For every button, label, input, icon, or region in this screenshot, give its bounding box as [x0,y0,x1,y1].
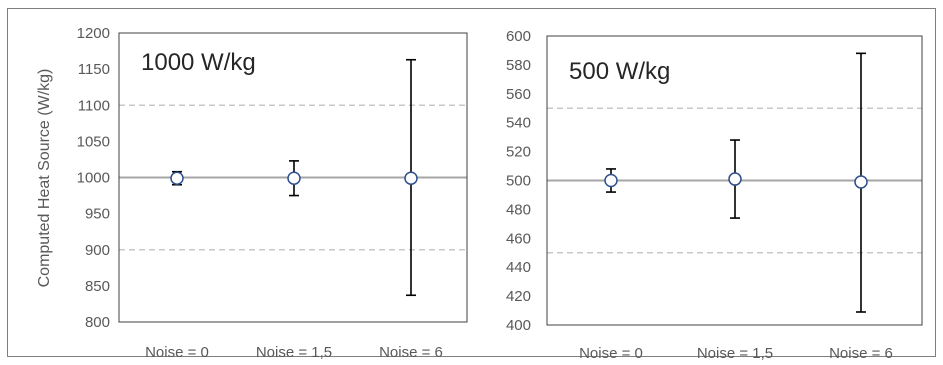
y-tick-label: 1000 [77,170,110,187]
y-tick-label: 1200 [77,25,110,42]
y-tick-label: 400 [506,317,531,334]
y-tick-label: 500 [506,173,531,190]
x-tick-label: Noise = 0 [145,344,209,361]
x-tick-label: Noise = 6 [379,344,443,361]
y-tick-label: 1100 [78,97,110,114]
y-tick-label: 560 [506,86,531,103]
panel-title: 1000 W/kg [141,49,256,76]
data-point [604,173,618,188]
y-tick-label: 1150 [78,61,110,78]
plot-area-border [546,35,923,326]
plot-area-border [118,32,468,323]
x-tick-label: Noise = 6 [829,345,893,362]
panel-title: 500 W/kg [569,58,670,85]
figure-frame [7,8,936,357]
y-tick-label: 850 [85,278,110,295]
chart-panel-500: 400 420 440 460 480 500 520 540 560 580 600 Noise =… [506,28,923,362]
y-tick-label: 800 [85,314,110,331]
y-axis-label: Computed Heat Source (W/kg) [36,69,53,288]
y-tick-label: 950 [85,206,110,223]
y-tick-label: 580 [506,57,531,74]
y-tick-label: 900 [85,242,110,259]
data-point [170,171,184,185]
x-tick-label: Noise = 1,5 [697,345,773,362]
chart-panel-1000: 800 850 900 950 1000 1050 1100 1150 1200 Noise = … [77,25,468,361]
data-point [404,171,418,185]
y-tick-label: 460 [506,230,531,247]
y-tick-label: 440 [506,259,531,276]
y-tick-label: 540 [506,115,531,132]
y-tick-label: 520 [506,144,531,161]
data-point [728,172,742,186]
x-tick-label: Noise = 1,5 [256,344,332,361]
y-tick-label: 480 [506,201,531,218]
y-tick-label: 1050 [77,133,110,150]
y-tick-label: 600 [506,28,531,45]
data-point [287,171,301,185]
y-tick-label: 420 [506,288,531,305]
data-point [854,175,868,189]
x-tick-label: Noise = 0 [579,345,643,362]
